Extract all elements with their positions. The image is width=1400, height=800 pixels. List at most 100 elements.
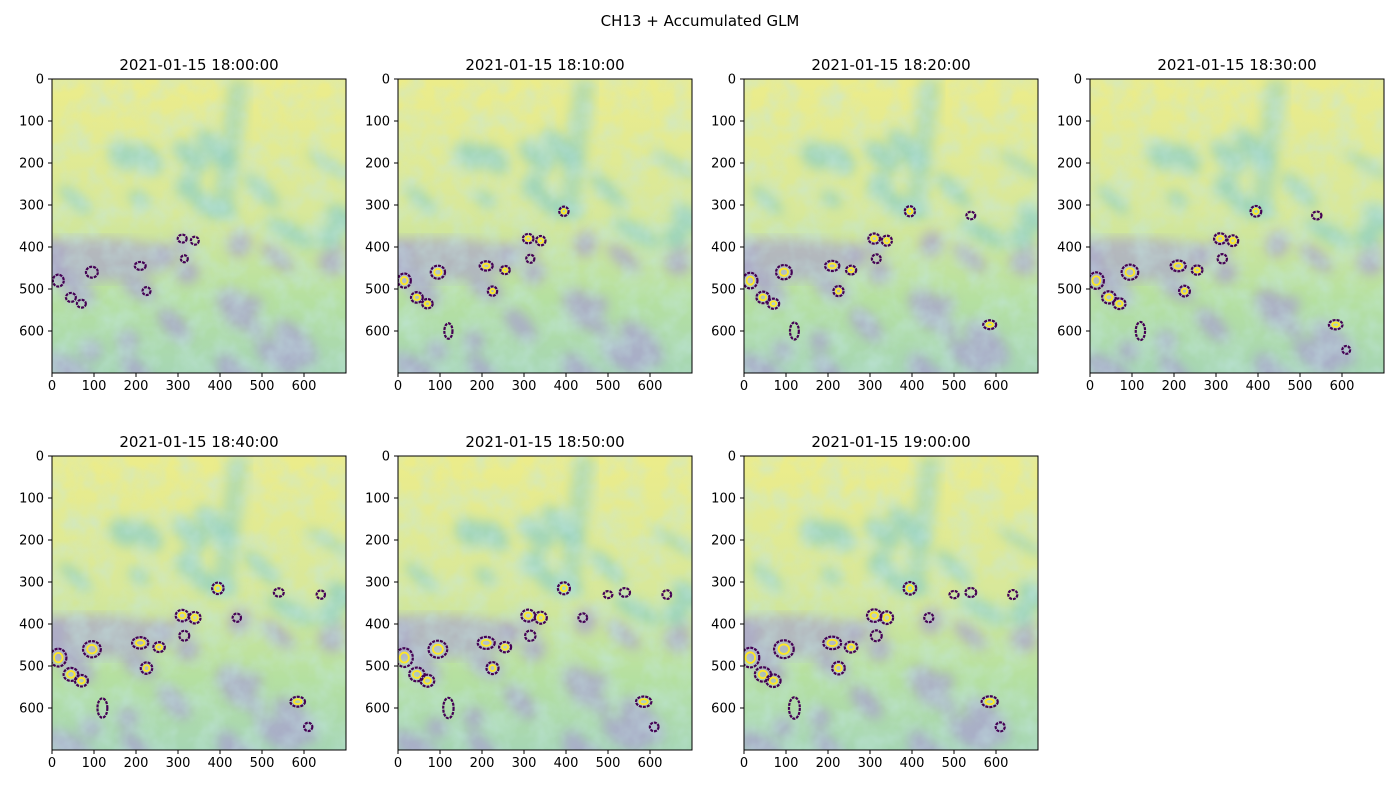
x-tick-label: 200 [1162,379,1187,394]
x-tick-label: 200 [470,379,495,394]
contour-bright [883,237,891,245]
contour-dark [96,697,109,719]
x-tick-label: 0 [1086,379,1094,394]
contour-bright [536,613,545,622]
contour-bright [1104,293,1114,302]
contour-dark [823,259,841,273]
contour-dark [1226,234,1240,248]
x-tick-label: 600 [638,379,663,394]
x-tick-label: 600 [984,379,1009,394]
heatmap-texture [52,79,346,373]
contour-dark [634,695,653,708]
contour-dark [765,673,782,689]
axes-frame [743,455,1039,751]
glm-contours [744,205,998,341]
contour-dark [965,210,977,221]
contour-dark [174,608,190,623]
contour-bright [757,669,769,680]
heatmap-image [398,79,692,373]
figure-title: CH13 + Accumulated GLM [600,12,800,30]
contour-dark [618,587,632,598]
x-tick-label: 100 [774,379,799,394]
contour-dark [923,612,935,624]
contour-dark [1134,320,1147,342]
y-tick-label: 500 [365,283,390,298]
contour-bright [758,293,768,302]
contour-bright [135,639,146,647]
subplot-title: 2021-01-15 18:10:00 [465,56,624,74]
contour-dark [176,233,188,244]
y-tick-label: 600 [365,702,390,717]
contour-dark [179,254,189,264]
contour-dark [398,272,412,289]
y-tick-label: 400 [365,241,390,256]
contour-bright [1331,321,1341,328]
subplot-2: 2021-01-15 18:10:00 0 100 200 300 400 500 600 0 1… [365,56,693,394]
contour-dark [62,666,80,683]
contour-dark [429,264,447,280]
contour-dark [1311,210,1323,221]
contour-bright [433,267,443,277]
subplot-3: 2021-01-15 18:20:00 0 100 200 300 400 500 600 0 1… [711,56,1039,394]
contour-bright [847,643,856,651]
y-tick-label: 400 [1057,241,1082,256]
contour-bright [411,669,422,679]
contour-dark [1007,588,1019,601]
contour-dark [409,291,424,304]
contour-bright [984,698,995,706]
glm-contours [52,581,327,733]
contour-dark [1216,253,1229,265]
contour-bright [869,611,879,620]
x-tick-label: 500 [250,756,275,771]
contour-dark [1190,264,1204,276]
y-tick-label: 100 [19,492,44,507]
glm-contours [744,580,1019,733]
contour-bright [1193,267,1201,274]
contour-dark [902,580,918,596]
contour-dark [525,253,536,264]
contour-dark [964,586,978,599]
subplot-title: 2021-01-15 18:20:00 [811,56,970,74]
contour-bright [1229,237,1237,245]
contour-bright [744,651,756,664]
contour-dark [133,260,147,271]
y-tick-label: 200 [19,157,44,172]
glm-contours [398,581,673,733]
contour-bright [1124,267,1136,278]
contour-dark [903,205,917,218]
y-tick-label: 200 [365,534,390,549]
contour-dark [524,629,537,643]
x-tick-label: 200 [816,379,841,394]
contour-dark [81,639,102,659]
contour-dark [139,661,154,675]
contour-dark [648,721,660,733]
contour-dark [843,640,859,654]
contour-bright [1252,207,1260,215]
contour-bright [142,664,151,672]
y-tick-label: 0 [382,73,390,88]
contour-dark [994,721,1006,733]
contour-dark [289,695,307,708]
y-tick-label: 600 [19,702,44,717]
contour-dark [755,290,771,305]
y-tick-label: 0 [382,450,390,465]
heatmap-texture [52,456,346,750]
heatmap-image [744,456,1038,750]
contour-dark [1120,263,1140,281]
contour-dark [189,235,200,246]
y-tick-label: 0 [1074,73,1082,88]
contour-dark [178,629,191,642]
y-tick-label: 500 [711,283,736,298]
y-tick-label: 300 [19,199,44,214]
contour-dark [64,291,77,303]
x-tick-label: 600 [984,756,1009,771]
x-tick-label: 0 [394,756,402,771]
x-tick-label: 600 [1330,379,1355,394]
subplot-title: 2021-01-15 18:50:00 [465,433,624,451]
x-tick-label: 100 [774,756,799,771]
contour-dark [408,666,426,683]
subplot-title: 2021-01-15 18:30:00 [1157,56,1316,74]
axes-frame [397,78,693,374]
x-tick-label: 300 [166,379,191,394]
